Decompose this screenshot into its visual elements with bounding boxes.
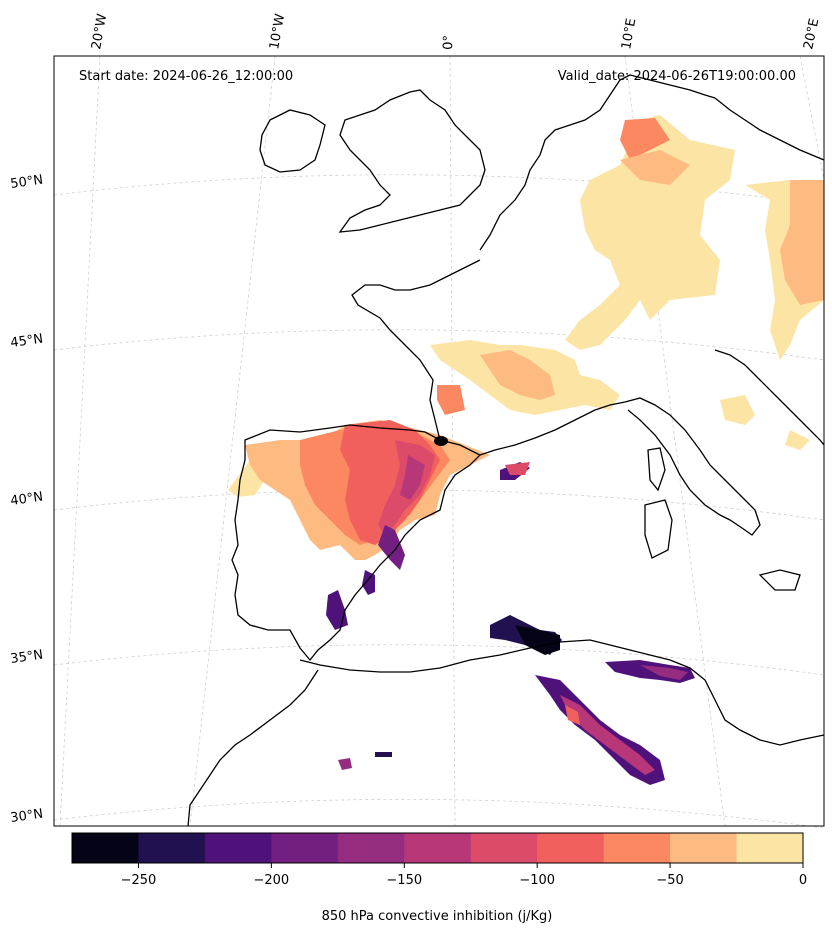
lat-label-35n: 35°N [9, 648, 44, 667]
cin-region-france-orange [480, 350, 555, 400]
cin-region-sahara-core [565, 705, 580, 725]
cin-region-iberia-magenta [400, 455, 425, 500]
lat-labels: 50°N 45°N 40°N 35°N 30°N [9, 173, 44, 826]
colorbar-segment [337, 833, 405, 863]
coast-baltic [714, 97, 825, 161]
cin-region-iberia-purple [378, 525, 405, 570]
coast-corsica [647, 447, 666, 492]
colorbar-segment [670, 833, 738, 863]
coast-ireland [259, 109, 326, 173]
cin-region-morocco2 [375, 752, 392, 757]
lat-label-45n: 45°N [9, 332, 44, 351]
coast-north-europe [479, 74, 716, 251]
lon-labels: 20°W 10°W 0° 10°E 20°E [89, 13, 822, 51]
coastlines [187, 74, 825, 827]
colorbar-frame [71, 832, 804, 864]
coast-france-med [479, 401, 626, 456]
colorbar-segment [470, 833, 538, 863]
cin-region-gascony [437, 385, 465, 415]
coast-sardinia [644, 499, 673, 559]
colorbar-label: 850 hPa convective inhibition (j/Kg) [322, 909, 553, 924]
valid-date-label: Valid_date: 2024-06-26T19:00:00.00 [558, 69, 796, 84]
colorbar-segment [138, 833, 206, 863]
colorbar-tick-label: −200 [254, 873, 290, 888]
colorbar-ticks: −250 −200 −150 −100 −50 0 [121, 863, 807, 888]
colorbar-tick-label: −50 [656, 873, 683, 888]
coast-italy [624, 397, 761, 536]
colorbar-segment [271, 833, 339, 863]
coast-iberia [231, 424, 482, 662]
colorbar-tick-label: −100 [519, 873, 555, 888]
cin-region-morocco [338, 758, 352, 770]
terrain-marker [434, 436, 448, 446]
coast-sicily [758, 569, 801, 591]
colorbar-segment [404, 833, 472, 863]
cin-region-sahara-inner [560, 695, 655, 775]
colorbar-tick-label: −150 [386, 873, 422, 888]
lon-label-0: 0° [441, 35, 457, 50]
colorbar-segment [72, 833, 139, 863]
colorbar-segment [603, 833, 671, 863]
colorbar-segment [537, 833, 605, 863]
coast-north-africa [299, 639, 825, 746]
cin-region-greece [785, 430, 810, 450]
lat-label-50n: 50°N [9, 173, 44, 192]
colorbar [72, 833, 804, 863]
colorbar-segment [204, 833, 272, 863]
coast-west-africa [187, 669, 319, 827]
cin-region-de-orange2 [620, 150, 690, 185]
cin-fields [228, 115, 824, 785]
colorbar-tick-label: −250 [121, 873, 157, 888]
cin-region-de-orange [620, 118, 670, 160]
colorbar-tick-label: 0 [799, 873, 807, 888]
coast-britain [338, 89, 486, 233]
lat-label-40n: 40°N [9, 490, 44, 509]
coast-adriatic [714, 349, 825, 446]
colorbar-segment [736, 833, 804, 863]
lon-label-10e: 10°E [619, 17, 639, 50]
cin-region-catalonia [505, 462, 530, 475]
cin-region-tunisia-magenta [640, 665, 688, 680]
lon-label-10w: 10°W [267, 13, 288, 51]
map-frame [53, 55, 825, 827]
lon-label-20e: 20°E [801, 17, 822, 51]
cin-region-east-orange [780, 180, 824, 305]
cin-region-algeria-black [515, 625, 560, 655]
coast-france [351, 259, 481, 441]
lon-label-20w: 20°W [89, 13, 110, 51]
start-date-label: Start date: 2024-06-26_12:00:00 [79, 69, 293, 84]
cin-region-balkan [720, 395, 755, 425]
lat-label-30n: 30°N [9, 807, 44, 826]
cin-region-central-europe [565, 115, 735, 350]
